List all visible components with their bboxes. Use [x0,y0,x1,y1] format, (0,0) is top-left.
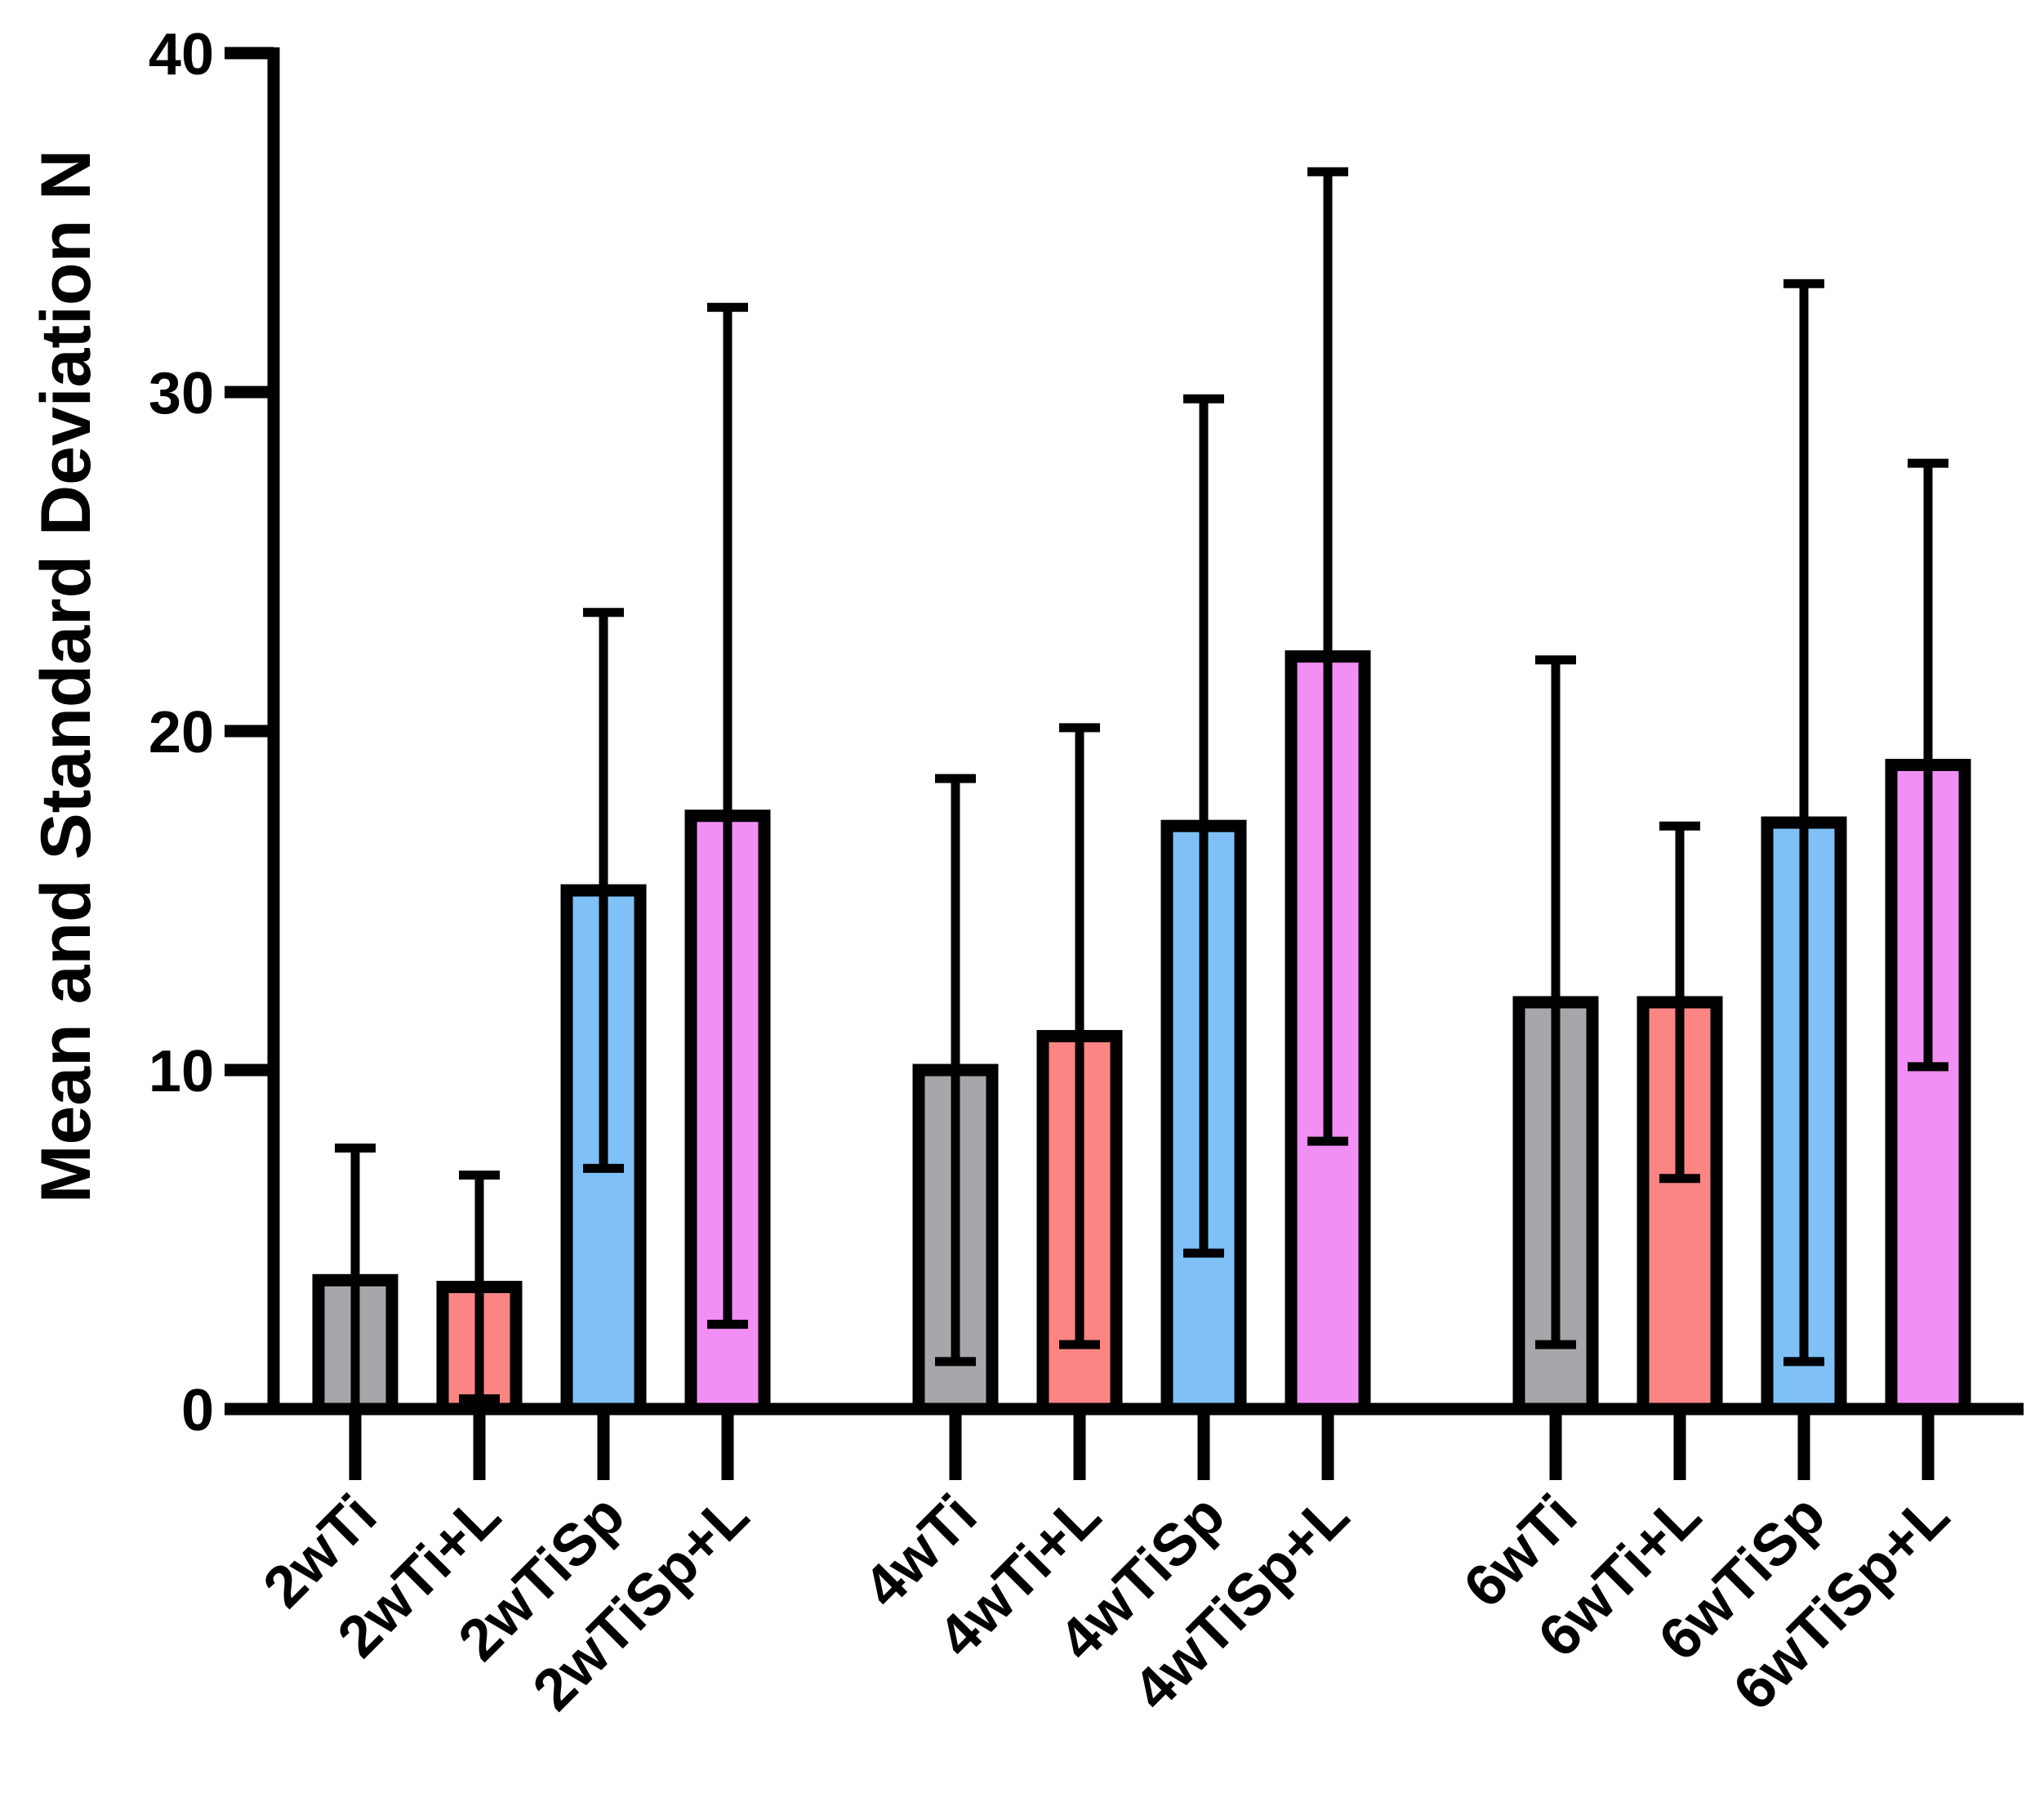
y-tick-label-40: 40 [149,22,214,87]
y-tick-label-10: 10 [149,1039,214,1104]
y-tick-label-20: 20 [149,700,214,765]
y-axis-title: Mean and Standard Deviation N [27,149,105,1203]
bars-layer [312,650,1971,1416]
axes-layer [225,47,2024,1480]
error-bars-layer [335,167,1948,1414]
y-tick-label-30: 30 [149,361,214,426]
y-tick-label-0: 0 [181,1378,214,1443]
